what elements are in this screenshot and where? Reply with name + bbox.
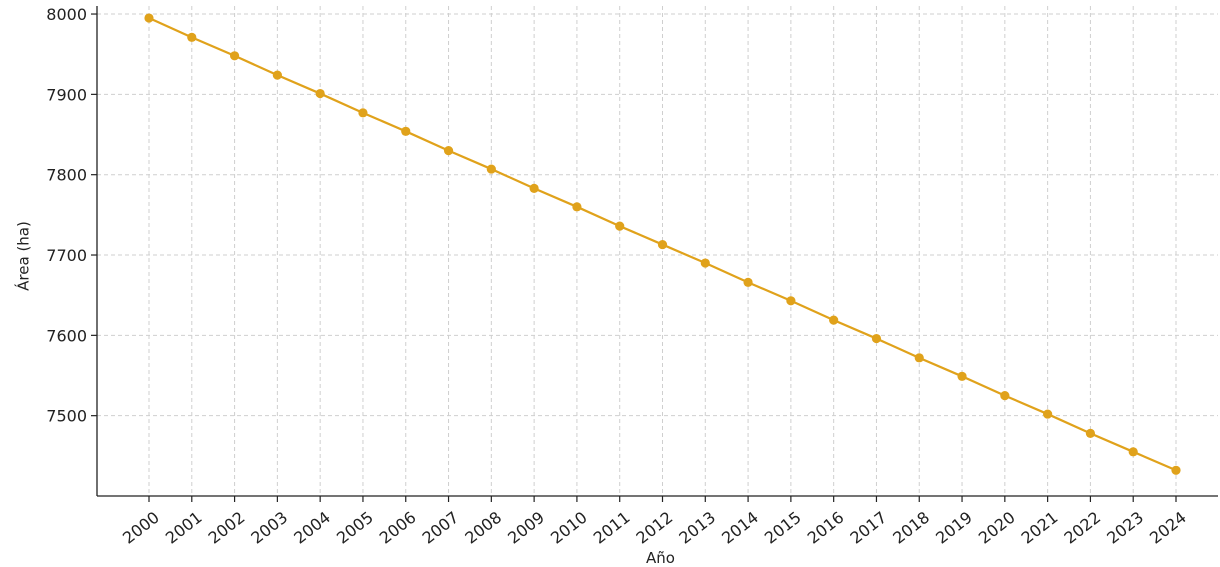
x-tick-label: 2022: [1060, 508, 1104, 548]
data-point: [1171, 465, 1181, 475]
y-axis-title: Área (ha): [14, 221, 33, 291]
data-point: [1000, 390, 1010, 401]
data-point: [144, 13, 154, 23]
x-tick-label: 2013: [675, 508, 719, 548]
x-tick-label: 2008: [461, 508, 505, 548]
x-tick-label: 2021: [1018, 508, 1062, 548]
x-tick-label: 2020: [975, 508, 1019, 548]
data-point: [272, 70, 282, 80]
x-tick-label: 2019: [932, 508, 976, 548]
x-tick-label: 2016: [804, 508, 848, 548]
data-point: [443, 145, 454, 156]
x-tick-label: 2005: [333, 508, 377, 548]
data-point: [1043, 409, 1053, 419]
x-tick-label: 2004: [290, 508, 334, 548]
x-tick-label: 2010: [547, 508, 591, 548]
data-point: [401, 126, 411, 136]
y-tick-label: 7900: [46, 85, 87, 104]
x-tick-label: 2003: [247, 508, 291, 548]
data-point: [743, 277, 753, 287]
data-point: [786, 296, 796, 306]
data-point: [572, 202, 582, 212]
data-point: [1128, 447, 1138, 457]
data-point: [315, 88, 325, 99]
data-point: [957, 371, 967, 381]
x-tick-label: 2001: [162, 508, 206, 548]
y-axis-ticks: 7500 7600 7700 7800 7900 8000: [46, 5, 97, 426]
y-tick-label: 8000: [46, 5, 87, 24]
data-point: [914, 353, 924, 363]
x-axis-ticks: 2000 2001 2002 2003 2004 2005 2006 2007 2008 2009…: [119, 496, 1190, 548]
x-tick-label: 2018: [889, 508, 933, 548]
x-tick-label: 2024: [1146, 508, 1190, 548]
y-tick-label: 7500: [46, 407, 87, 426]
x-tick-label: 2006: [376, 508, 420, 548]
data-point: [657, 239, 668, 250]
x-tick-label: 2017: [847, 508, 891, 548]
y-tick-label: 7700: [46, 246, 87, 265]
x-tick-label: 2009: [504, 508, 548, 548]
x-tick-label: 2023: [1103, 508, 1147, 548]
data-point: [871, 333, 882, 344]
x-axis-title: Año: [646, 549, 675, 567]
x-tick-label: 2015: [761, 508, 805, 548]
x-tick-label: 2007: [419, 508, 463, 548]
grid: [97, 6, 1218, 496]
data-point: [829, 315, 839, 325]
axes: [96, 6, 1218, 497]
data-point: [1085, 428, 1096, 438]
x-tick-label: 2000: [119, 508, 163, 548]
y-tick-label: 7600: [46, 326, 87, 345]
x-tick-label: 2014: [718, 508, 762, 548]
y-tick-label: 7800: [46, 166, 87, 185]
data-point: [615, 221, 625, 231]
data-point: [358, 108, 368, 118]
data-point: [486, 164, 496, 174]
x-tick-label: 2012: [633, 508, 677, 548]
x-tick-label: 2011: [590, 508, 634, 548]
x-tick-label: 2002: [205, 508, 249, 548]
data-point: [187, 32, 197, 42]
data-point: [229, 51, 240, 61]
series-layer: [144, 13, 1181, 475]
data-point: [529, 183, 539, 193]
data-point: [700, 258, 710, 268]
